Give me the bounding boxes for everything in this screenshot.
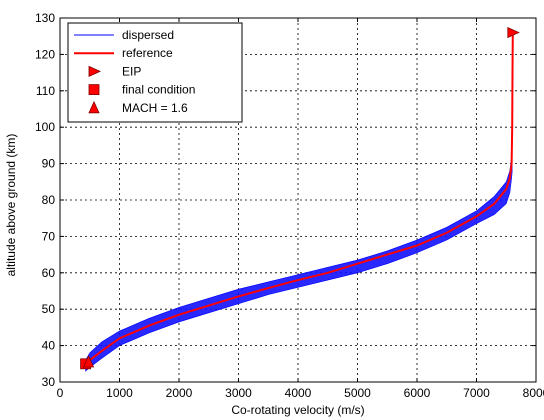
dispersed-line bbox=[85, 151, 513, 362]
x-axis-label: Co-rotating velocity (m/s) bbox=[231, 403, 364, 417]
dispersed-line bbox=[85, 168, 513, 371]
legend-swatch-marker bbox=[88, 84, 100, 95]
x-tick-label: 2000 bbox=[166, 386, 193, 400]
y-tick-label: 50 bbox=[42, 302, 56, 316]
eip-marker bbox=[507, 26, 520, 39]
legend-label: dispersed bbox=[122, 28, 174, 42]
x-tick-label: 7000 bbox=[463, 386, 490, 400]
legend: dispersed reference EIP final condition MACH… bbox=[67, 22, 243, 123]
legend-swatch-marker bbox=[88, 100, 100, 114]
x-tick-label: 6000 bbox=[404, 386, 431, 400]
y-tick-label: 130 bbox=[35, 11, 55, 25]
dispersed-line bbox=[85, 164, 513, 368]
y-tick-label: 90 bbox=[42, 157, 56, 171]
reference-line bbox=[86, 32, 514, 365]
dispersed-line bbox=[85, 162, 513, 367]
x-tick-label: 4000 bbox=[285, 386, 312, 400]
y-tick-label: 60 bbox=[42, 266, 56, 280]
x-tick-label: 3000 bbox=[225, 386, 252, 400]
legend-label: EIP bbox=[122, 64, 141, 78]
dispersed-line bbox=[85, 166, 513, 370]
data-layer bbox=[85, 32, 514, 372]
x-tick-label: 1000 bbox=[106, 386, 133, 400]
legend-label: MACH = 1.6 bbox=[122, 101, 188, 115]
mach-marker bbox=[82, 355, 95, 368]
x-tick-label: 8000 bbox=[523, 386, 544, 400]
legend-label: reference bbox=[122, 46, 173, 60]
x-tick-label: 5000 bbox=[344, 386, 371, 400]
y-tick-label: 70 bbox=[42, 229, 56, 243]
x-tick-label: 0 bbox=[57, 386, 64, 400]
y-tick-label: 30 bbox=[42, 375, 56, 389]
legend-label: final condition bbox=[122, 83, 195, 97]
axes: 0 1000 2000 3000 4000 5000 6000 7000 8000 30 40 50 6… bbox=[35, 11, 544, 400]
y-tick-label: 120 bbox=[35, 47, 55, 61]
dispersed-line bbox=[85, 153, 513, 363]
legend-swatch-marker bbox=[88, 65, 101, 78]
y-tick-label: 110 bbox=[36, 84, 55, 98]
y-tick-label: 100 bbox=[35, 120, 55, 134]
y-axis-label: altitude above ground (km) bbox=[4, 134, 18, 277]
y-tick-label: 80 bbox=[42, 193, 56, 207]
y-tick-label: 40 bbox=[42, 339, 56, 353]
